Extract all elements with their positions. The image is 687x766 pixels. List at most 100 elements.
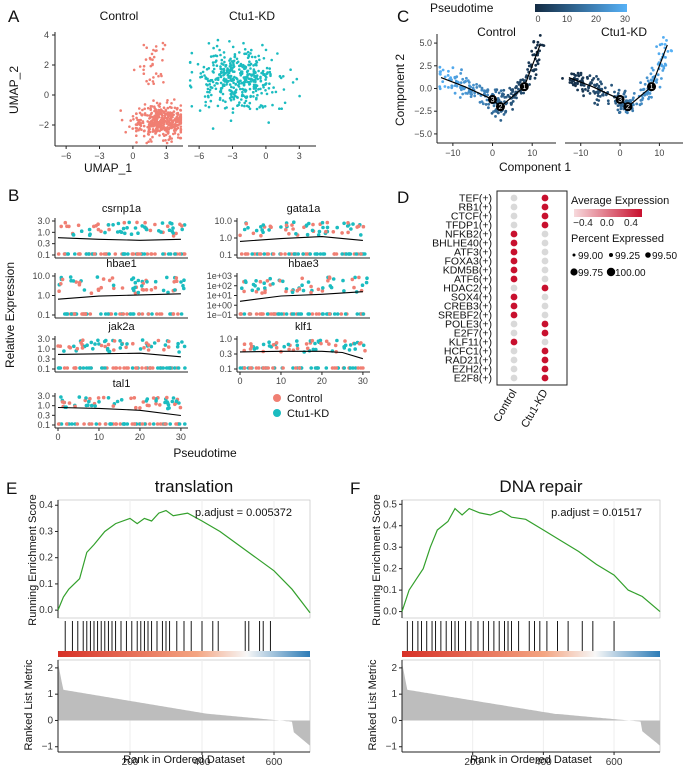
- dot-kd-d: [541, 347, 549, 355]
- point-b: [256, 287, 261, 291]
- point-b: [177, 350, 181, 354]
- point-control: [177, 133, 180, 136]
- point-ctu1-kd: [253, 75, 256, 79]
- cell-point-c: [640, 102, 643, 106]
- point-ctu1-kd: [235, 57, 239, 61]
- x-tick-label-rank: 200: [122, 757, 139, 766]
- cell-point-c: [622, 92, 626, 96]
- cell-point-c: [586, 89, 590, 93]
- cell-point-c: [585, 75, 589, 79]
- tf-label-d: EZH2(+): [452, 364, 492, 376]
- cell-point-c: [619, 103, 622, 107]
- point-control: [145, 79, 148, 83]
- point-b: [122, 220, 127, 225]
- colorbar-tick-c: 10: [562, 14, 572, 24]
- point-b: [100, 366, 104, 370]
- cell-point-c: [492, 110, 495, 114]
- dot-kd-d: [541, 338, 549, 346]
- point-b: [334, 366, 339, 370]
- point-b: [308, 252, 313, 256]
- tf-label-d: E2F7(+): [454, 328, 492, 340]
- point-b: [181, 283, 185, 288]
- point-b: [149, 252, 154, 256]
- cell-point-c: [571, 83, 575, 87]
- point-b: [325, 220, 330, 225]
- point-b: [261, 312, 265, 316]
- point-b: [321, 286, 325, 290]
- facet-label-c-1: Ctu1-KD: [601, 25, 647, 39]
- point-b: [107, 278, 112, 283]
- point-b: [128, 312, 132, 316]
- point-control: [150, 52, 154, 56]
- dot-control-d: [510, 356, 518, 364]
- point-b: [361, 366, 365, 370]
- cell-point-c: [579, 73, 583, 77]
- cell-point-c: [651, 68, 655, 72]
- point-ctu1-kd: [268, 70, 272, 74]
- point-b: [132, 422, 137, 426]
- point-ctu1-kd: [249, 52, 252, 55]
- point-b: [146, 312, 151, 316]
- point-b: [316, 287, 321, 292]
- dot-kd-d: [541, 320, 549, 328]
- point-b: [107, 252, 111, 256]
- point-ctu1-kd: [280, 107, 284, 110]
- cell-point-c: [467, 90, 471, 93]
- point-control: [148, 78, 152, 81]
- point-ctu1-kd: [212, 54, 215, 58]
- colorbar-tick-d: 0.0: [600, 218, 614, 229]
- point-b: [355, 312, 360, 316]
- x-tick-label-a: −3: [227, 151, 237, 161]
- cell-point-c: [624, 95, 628, 99]
- point-control: [142, 68, 145, 72]
- point-control: [142, 134, 146, 138]
- point-ctu1-kd: [274, 90, 278, 94]
- point-control: [152, 99, 155, 102]
- point-control: [159, 122, 163, 125]
- point-b: [152, 341, 157, 345]
- cell-point-c: [533, 76, 537, 80]
- point-b: [333, 343, 338, 348]
- point-ctu1-kd: [252, 71, 256, 75]
- point-ctu1-kd: [209, 99, 213, 103]
- point-ctu1-kd: [239, 73, 243, 77]
- point-control: [161, 41, 165, 45]
- point-control: [155, 116, 159, 119]
- point-b: [158, 366, 163, 370]
- x-tick-label-rank: 600: [606, 757, 623, 766]
- cell-point-c: [666, 50, 670, 53]
- dot-control-d: [510, 194, 518, 202]
- point-b: [56, 422, 61, 426]
- point-b: [96, 227, 101, 232]
- cell-point-c: [610, 83, 613, 87]
- point-ctu1-kd: [231, 77, 235, 80]
- point-b: [138, 347, 143, 351]
- point-b: [306, 312, 311, 316]
- point-control: [146, 120, 149, 123]
- point-ctu1-kd: [219, 81, 223, 85]
- point-ctu1-kd: [228, 40, 231, 43]
- y-tick-label-b: 1.0: [219, 334, 232, 344]
- y-axis-label-a: UMAP_2: [7, 66, 21, 114]
- point-b: [261, 342, 266, 347]
- point-b: [112, 286, 116, 291]
- cell-point-c: [534, 46, 538, 50]
- point-ctu1-kd: [238, 79, 241, 83]
- point-ctu1-kd: [222, 67, 226, 71]
- point-b: [151, 422, 156, 426]
- point-ctu1-kd: [256, 93, 259, 97]
- cell-point-c: [486, 93, 490, 97]
- point-b: [89, 403, 94, 408]
- ranked-metric-area-e: [58, 662, 310, 746]
- point-b: [97, 342, 101, 346]
- cell-point-c: [596, 90, 600, 94]
- point-control: [153, 115, 156, 119]
- point-ctu1-kd: [229, 74, 233, 78]
- point-b: [67, 401, 72, 405]
- y-axis-label-es-e: Running Enrichment Score: [27, 494, 39, 625]
- point-ctu1-kd: [236, 78, 239, 81]
- point-ctu1-kd: [253, 55, 257, 59]
- cell-point-c: [478, 85, 482, 88]
- point-b: [153, 222, 157, 227]
- point-b: [335, 225, 340, 230]
